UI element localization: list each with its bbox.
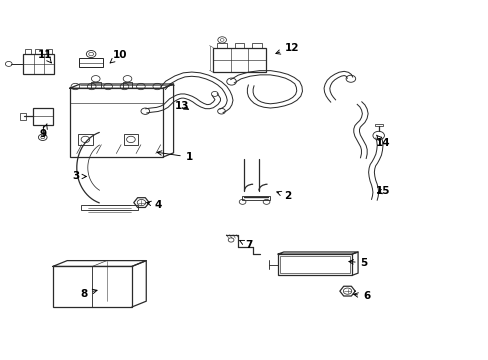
Text: 5: 5 [348,258,367,268]
Bar [278,254,351,275]
Bar [20,113,26,120]
Text: 15: 15 [375,186,390,196]
Bar [24,49,31,54]
Text: 10: 10 [110,50,127,63]
Bar [45,49,52,54]
Bar [78,134,92,145]
Bar [280,256,349,274]
Bar [213,48,265,72]
Bar [35,49,41,54]
Bar [91,82,101,88]
Text: 1: 1 [157,151,193,162]
Text: 4: 4 [146,200,162,210]
Bar [374,123,382,126]
Bar [252,43,262,48]
Bar [242,196,269,201]
Text: 14: 14 [375,135,390,148]
Text: 12: 12 [275,43,299,54]
Text: 8: 8 [80,289,97,298]
Bar [122,82,132,88]
Bar [53,266,132,307]
Text: 13: 13 [175,101,189,111]
Bar [217,43,226,48]
Bar [69,88,163,157]
Bar [234,43,244,48]
Text: 3: 3 [72,171,86,181]
Text: 11: 11 [38,50,52,63]
Text: 6: 6 [353,292,369,301]
Bar [79,58,103,67]
Bar [123,134,138,145]
Bar [81,205,138,210]
Bar [33,108,53,125]
Text: 9: 9 [40,124,47,139]
Text: 2: 2 [276,191,291,201]
Text: 7: 7 [239,240,252,250]
Bar [23,54,54,74]
